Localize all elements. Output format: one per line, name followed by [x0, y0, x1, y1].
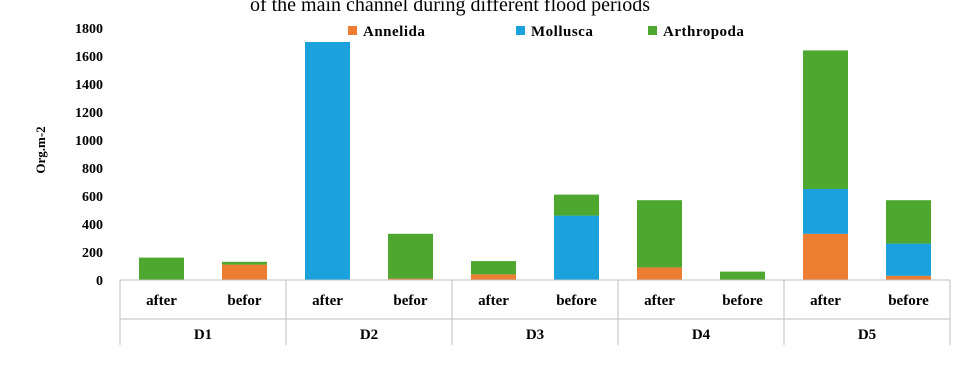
y-tick-label: 1600 — [75, 50, 103, 65]
bar-arthropoda — [222, 261, 267, 265]
legend-item-annelida: Annelida — [348, 24, 425, 40]
x-tick-label: after — [312, 293, 343, 309]
bar-arthropoda — [637, 200, 682, 268]
x-group-label: D4 — [692, 327, 711, 343]
bar-mollusca — [305, 42, 350, 280]
x-tick-label: before — [556, 293, 597, 309]
bar-annelida — [803, 233, 848, 280]
bar-mollusca — [554, 215, 599, 280]
y-tick-label: 400 — [82, 218, 103, 233]
y-axis-ticks: 0 200 400 600 800 1000 1200 1400 1600 1800 — [75, 22, 103, 289]
x-tick-label: befor — [227, 293, 261, 309]
y-tick-label: 200 — [82, 246, 103, 261]
x-group-label: D1 — [194, 327, 212, 343]
bar-annelida — [637, 267, 682, 280]
x-tick-label: after — [146, 293, 177, 309]
bar-arthropoda — [139, 257, 184, 280]
legend-item-arthropoda: Arthropoda — [648, 24, 744, 40]
bar-arthropoda — [388, 233, 433, 279]
y-tick-label: 800 — [82, 162, 103, 177]
bar-arthropoda — [803, 50, 848, 190]
bar-annelida — [222, 264, 267, 280]
x-tick-label: befor — [393, 293, 427, 309]
y-tick-label: 1000 — [75, 134, 103, 149]
x-tick-label: after — [644, 293, 675, 309]
bar-mollusca — [803, 189, 848, 234]
bar-annelida — [471, 274, 516, 280]
x-axis: after befor after befor after before after befo… — [119, 279, 951, 345]
legend-label: Arthropoda — [663, 24, 744, 40]
x-group-label: D2 — [360, 327, 378, 343]
legend-swatch — [348, 26, 357, 35]
bar-annelida — [388, 278, 433, 280]
bar-arthropoda — [554, 194, 599, 216]
y-axis-label: Org.m-2 — [33, 126, 48, 173]
y-tick-label: 1800 — [75, 22, 103, 37]
x-group-label: D3 — [526, 327, 544, 343]
legend-swatch — [648, 26, 657, 35]
x-tick-label: after — [810, 293, 841, 309]
legend-label: Mollusca — [531, 24, 593, 40]
legend-item-mollusca: Mollusca — [516, 24, 593, 40]
y-tick-label: 600 — [82, 190, 103, 205]
y-tick-label: 1200 — [75, 106, 103, 121]
bars — [139, 42, 931, 280]
bar-arthropoda — [720, 271, 765, 280]
bar-annelida — [886, 275, 931, 280]
x-tick-label: after — [478, 293, 509, 309]
bar-arthropoda — [471, 261, 516, 275]
bar-arthropoda — [886, 200, 931, 244]
x-group-label: D5 — [858, 327, 876, 343]
legend: Annelida Mollusca Arthropoda — [348, 24, 744, 40]
legend-label: Annelida — [363, 24, 425, 40]
chart-title: of the main channel during different flo… — [250, 0, 650, 16]
bar-mollusca — [886, 243, 931, 276]
legend-swatch — [516, 26, 525, 35]
y-tick-label: 0 — [96, 274, 103, 289]
y-tick-label: 1400 — [75, 78, 103, 93]
x-tick-label: before — [722, 293, 763, 309]
x-tick-label: before — [888, 293, 929, 309]
